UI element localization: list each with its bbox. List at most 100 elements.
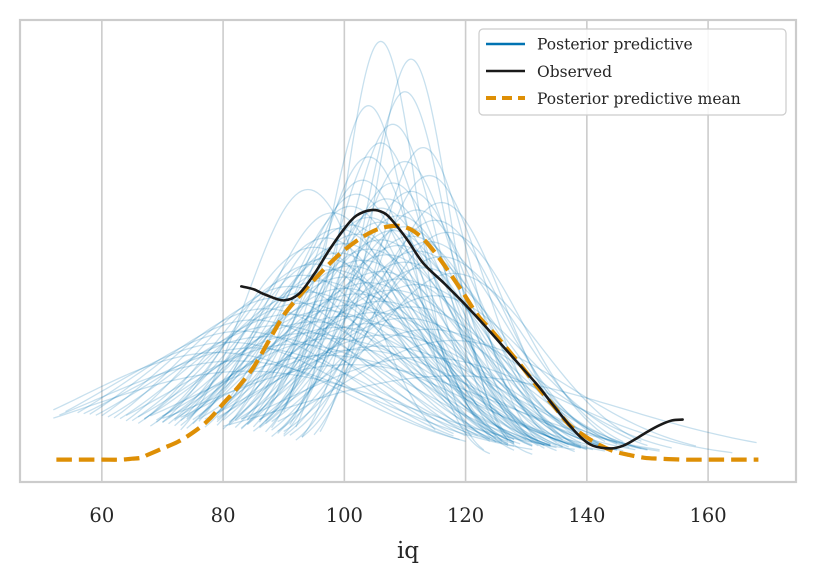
posterior-predictive-line <box>241 356 733 454</box>
posterior-predictive-line <box>252 198 557 452</box>
posterior-predictive-line <box>119 313 515 445</box>
posterior-predictive-line <box>186 304 581 449</box>
posterior-predictive-line <box>180 287 557 446</box>
posterior-predictive-line <box>216 334 648 451</box>
posterior-predictive-line <box>283 105 491 455</box>
main-series <box>56 208 759 462</box>
posterior-predictive-line <box>180 188 436 431</box>
posterior-predictive-line <box>277 255 624 443</box>
posterior-predictive-line <box>77 330 454 437</box>
posterior-predictive-line <box>240 244 582 444</box>
posterior-predictive-line <box>277 190 575 453</box>
x-tick-label: 100 <box>326 504 363 527</box>
posterior-predictive-line <box>168 257 515 443</box>
posterior-predictive-line <box>240 207 545 447</box>
posterior-predictive-line <box>246 229 569 446</box>
grid-lines <box>101 20 709 482</box>
x-tick-label: 140 <box>568 504 605 527</box>
posterior-predictive-line <box>265 182 539 447</box>
posterior-predictive-line <box>204 345 660 452</box>
posterior-predictive-line <box>89 319 454 435</box>
posterior-predictive-line <box>234 254 582 447</box>
posterior-predictive-line <box>186 276 551 447</box>
posterior-predictive-line <box>156 309 551 446</box>
posterior-predictive-line <box>198 322 624 452</box>
posterior-predictive-line <box>246 306 642 450</box>
posterior-predictive-line <box>271 142 509 447</box>
legend-label-posterior-predictive: Posterior predictive <box>537 36 693 54</box>
posterior-predictive-line <box>65 341 460 441</box>
x-tick-label: 60 <box>89 504 114 527</box>
posterior-predictive-line <box>53 370 575 451</box>
posterior-predictive-line <box>186 227 509 442</box>
posterior-predictive-line <box>289 123 533 455</box>
posterior-predictive-line <box>228 289 600 445</box>
posterior-predictive-samples <box>53 40 757 455</box>
posterior-predictive-line <box>246 261 600 446</box>
posterior-predictive-line <box>101 308 466 437</box>
posterior-predictive-line <box>131 302 521 445</box>
posterior-predictive-line <box>216 248 563 448</box>
posterior-predictive-line <box>289 231 618 444</box>
posterior-predictive-line <box>113 296 472 437</box>
x-axis-label: iq <box>397 538 419 564</box>
posterior-predictive-line <box>210 224 515 440</box>
observed-line <box>239 208 684 450</box>
x-tick-label: 160 <box>689 504 726 527</box>
posterior-predictive-line <box>125 285 479 437</box>
posterior-predictive-line <box>162 246 491 440</box>
posterior-predictive-line <box>277 339 697 447</box>
posterior-predictive-line <box>162 298 551 446</box>
posterior-predictive-line <box>259 214 569 448</box>
legend: Posterior predictive Observed Posterior … <box>478 28 787 116</box>
legend-label-posterior-predictive-mean: Posterior predictive mean <box>537 90 741 108</box>
x-tick-labels: 60 80 100 120 140 160 <box>89 504 726 527</box>
posterior-predictive-line <box>313 146 539 442</box>
posterior-predictive-line <box>95 336 503 444</box>
posterior-predictive-line <box>234 317 648 451</box>
posterior-predictive-line <box>174 315 587 450</box>
posterior-predictive-line <box>174 268 533 446</box>
posterior-predictive-line <box>180 252 533 447</box>
posterior-predictive-line <box>246 179 515 451</box>
x-tick-label: 120 <box>447 504 484 527</box>
posterior-predictive-line <box>222 216 533 443</box>
posterior-predictive-line <box>210 259 563 448</box>
posterior-predictive-line <box>198 212 491 442</box>
posterior-predictive-line <box>83 347 515 447</box>
posterior-predictive-line <box>216 300 606 449</box>
posterior-predictive-line <box>228 193 509 445</box>
posterior-predictive-line <box>149 280 515 441</box>
posterior-predictive-line <box>271 295 648 447</box>
legend-frame <box>478 28 787 116</box>
posterior-predictive-line <box>125 343 557 449</box>
posterior-predictive-line <box>162 337 606 452</box>
posterior-predictive-line <box>204 282 575 446</box>
posterior-predictive-line <box>265 267 618 446</box>
x-tick-label: 80 <box>211 504 236 527</box>
plot-frame <box>18 18 798 484</box>
posterior-predictive-line <box>168 326 594 451</box>
posterior-predictive-line <box>137 291 515 443</box>
posterior-predictive-line <box>271 209 588 451</box>
legend-label-observed: Observed <box>537 63 612 81</box>
posterior-predictive-line <box>222 270 588 448</box>
posterior-predictive-line <box>265 226 582 448</box>
posterior-predictive-line <box>283 272 642 442</box>
posterior-predictive-line <box>155 263 503 442</box>
posterior-predictive-line <box>283 160 545 449</box>
posterior-predictive-line <box>295 174 564 441</box>
posterior-predictive-line <box>180 349 636 451</box>
posterior-predictive-line <box>59 360 533 451</box>
posterior-predictive-line <box>319 58 509 441</box>
posterior-predictive-line <box>198 265 551 447</box>
posterior-predictive-line <box>192 242 533 447</box>
posterior-predictive-line <box>150 354 618 451</box>
posterior-predictive-line <box>143 321 545 446</box>
posterior-predictive-line <box>258 156 497 443</box>
posterior-predictive-line <box>107 324 509 444</box>
posterior-predictive-line <box>283 219 606 448</box>
posterior-predictive-line <box>295 40 485 451</box>
posterior-predictive-line <box>259 283 630 449</box>
